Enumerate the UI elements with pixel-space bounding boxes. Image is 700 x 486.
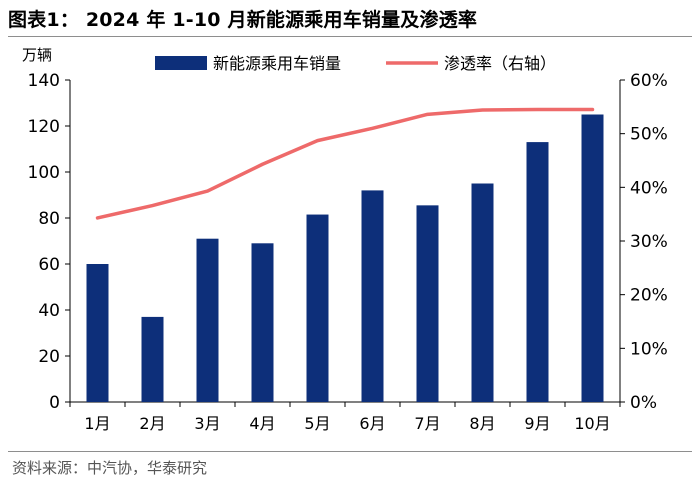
source-divider bbox=[8, 451, 692, 452]
bar bbox=[581, 114, 604, 402]
bar bbox=[416, 205, 439, 402]
left-tick-label: 120 bbox=[28, 117, 60, 137]
left-tick-labels: 0 20 40 60 80 100 120 140 bbox=[28, 71, 60, 413]
x-tick-label: 8月 bbox=[469, 414, 495, 433]
title-divider bbox=[8, 36, 692, 37]
bar bbox=[526, 142, 549, 402]
right-tick-label: 50% bbox=[630, 125, 668, 145]
penetration-line bbox=[95, 107, 595, 220]
x-tick-label: 3月 bbox=[194, 414, 220, 433]
right-tick-label: 30% bbox=[630, 232, 668, 252]
left-tick-label: 80 bbox=[38, 209, 60, 229]
bar-series bbox=[86, 114, 604, 402]
bar bbox=[86, 264, 109, 402]
x-tick-label: 4月 bbox=[249, 414, 275, 433]
x-tick-label: 9月 bbox=[524, 414, 550, 433]
legend-line-label: 渗透率（右轴） bbox=[444, 54, 556, 73]
right-tick-labels: 0% 10% 20% 30% 40% 50% 60% bbox=[630, 71, 668, 413]
bar bbox=[251, 243, 274, 402]
source-note: 资料来源：中汽协，华泰研究 bbox=[12, 459, 208, 477]
right-tick-label: 10% bbox=[630, 339, 668, 359]
x-tick-label: 10月 bbox=[574, 414, 610, 433]
right-tick-label: 20% bbox=[630, 286, 668, 306]
x-tick-label: 2月 bbox=[139, 414, 165, 433]
left-tick-label: 0 bbox=[49, 393, 60, 413]
left-tick-label: 140 bbox=[28, 71, 60, 91]
right-tick-label: 0% bbox=[630, 393, 657, 413]
bar bbox=[471, 183, 494, 402]
left-tick-label: 60 bbox=[38, 255, 60, 275]
x-tick-label: 6月 bbox=[359, 414, 385, 433]
left-axis-unit: 万辆 bbox=[22, 46, 52, 64]
chart-legend: 新能源乘用车销量 渗透率（右轴） bbox=[155, 54, 556, 73]
right-tick-label: 40% bbox=[630, 178, 668, 198]
bar bbox=[196, 238, 219, 402]
bar bbox=[306, 214, 329, 402]
x-tick-label: 5月 bbox=[304, 414, 330, 433]
bar bbox=[361, 190, 384, 402]
legend-bar-swatch bbox=[155, 56, 207, 70]
line-series bbox=[95, 107, 595, 220]
left-tick-label: 20 bbox=[38, 347, 60, 367]
bar bbox=[141, 316, 164, 402]
x-tick-label: 7月 bbox=[414, 414, 440, 433]
legend-bar-label: 新能源乘用车销量 bbox=[213, 54, 341, 73]
figure-title: 图表1： 2024 年 1-10 月新能源乘用车销量及渗透率 bbox=[8, 9, 478, 31]
left-tick-label: 40 bbox=[38, 301, 60, 321]
x-tick-label: 1月 bbox=[84, 414, 110, 433]
right-tick-label: 60% bbox=[630, 71, 668, 91]
left-tick-label: 100 bbox=[28, 163, 60, 183]
x-tick-labels: 1月 2月 3月 4月 5月 6月 7月 8月 9月 10月 bbox=[84, 414, 610, 433]
